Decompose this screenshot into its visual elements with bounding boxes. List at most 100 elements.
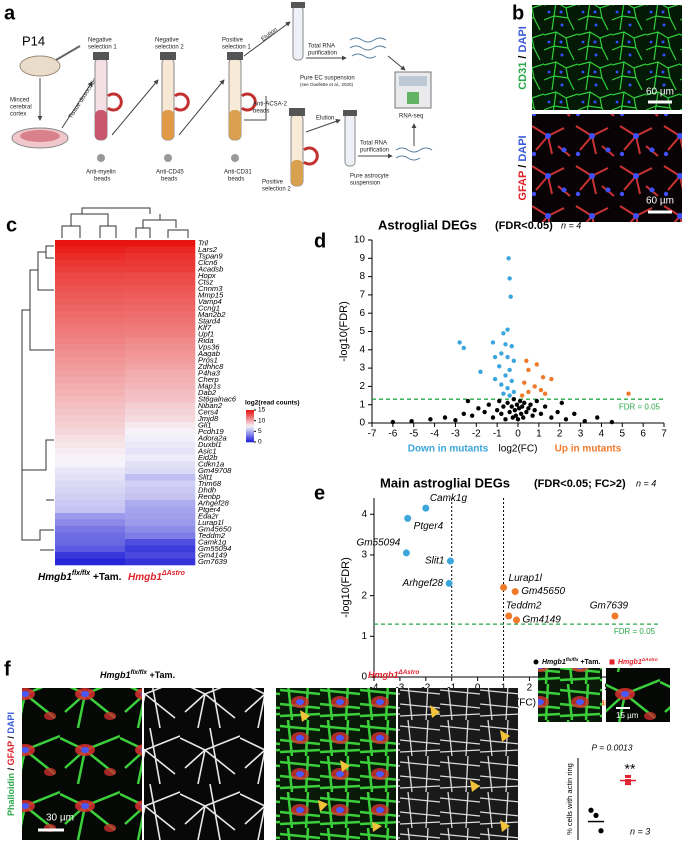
point xyxy=(522,380,527,385)
heatmap-cell xyxy=(55,539,126,546)
point xyxy=(559,400,564,406)
point xyxy=(511,588,519,596)
heatmap-cell xyxy=(55,396,126,403)
stain: DAPI xyxy=(517,26,529,52)
x-tick-label: -3 xyxy=(451,429,460,440)
sample-size: n = 3 xyxy=(630,826,650,836)
gene-label: Tspan9 xyxy=(198,251,223,260)
colorbar-step xyxy=(246,432,254,435)
heatmap-cell xyxy=(55,558,126,566)
arrowheads xyxy=(300,705,510,832)
point xyxy=(507,409,512,415)
heatmap-cell xyxy=(55,383,126,390)
heatmap-cell xyxy=(125,506,196,514)
point xyxy=(538,411,544,417)
heatmap-cell xyxy=(125,461,196,468)
point xyxy=(404,514,412,522)
heatmap-cell xyxy=(55,415,126,423)
heatmap-cell xyxy=(55,441,126,449)
heatmap-cell xyxy=(55,506,126,514)
gene-label: Camk1g xyxy=(430,493,468,504)
point xyxy=(461,345,466,351)
text: purification xyxy=(308,51,337,57)
text: (see Ouellette et al., 2020) xyxy=(300,82,354,87)
heatmap-cell xyxy=(125,272,196,280)
stain-label: CD31 / DAPI xyxy=(517,26,529,90)
y-tick-label: 3 xyxy=(361,550,367,561)
point xyxy=(522,400,527,406)
beads xyxy=(97,154,105,162)
gene-label: Ptger4 xyxy=(414,521,444,532)
heatmap-cell xyxy=(55,461,126,468)
heatmap-cell xyxy=(55,324,126,332)
gene-label: Gm49708 xyxy=(198,466,232,475)
gene-label: Gm7639 xyxy=(198,557,228,566)
point xyxy=(492,354,498,360)
gene-label: Jmjd8 xyxy=(197,414,219,423)
age-label: P14 xyxy=(22,33,45,48)
heatmap-cell xyxy=(55,344,126,351)
gene-label: Gli1 xyxy=(198,420,212,429)
colorbar-step xyxy=(246,430,254,433)
genotype-label: Hmgb1flx/flx +Tam. xyxy=(38,570,122,582)
dendrogram xyxy=(61,207,189,238)
point xyxy=(542,404,548,409)
text: purification xyxy=(360,148,389,154)
point xyxy=(518,411,524,417)
dendrogram xyxy=(21,245,54,551)
genotype: flx/flx xyxy=(566,657,579,663)
heatmap-cell xyxy=(55,240,126,247)
heatmap-cell xyxy=(55,311,126,319)
tube xyxy=(160,52,176,141)
y-tick-label: 7 xyxy=(359,290,365,301)
heatmap-cell xyxy=(55,376,126,384)
arrow xyxy=(387,55,406,71)
magnet xyxy=(303,146,319,166)
point xyxy=(540,375,546,380)
colorbar-step xyxy=(246,414,254,417)
colorbar-step xyxy=(246,420,254,423)
heatmap-cell xyxy=(125,500,196,507)
point xyxy=(517,398,523,404)
point xyxy=(511,389,517,395)
heatmap-cell xyxy=(55,370,126,377)
gene-label: Dab2 xyxy=(198,388,217,397)
point xyxy=(494,407,500,413)
chart-title: Main astroglial DEGs xyxy=(380,475,510,490)
heatmap-cell xyxy=(125,344,196,351)
colorbar-title: log2(read counts) xyxy=(245,400,300,407)
point xyxy=(563,417,569,422)
text: Anti-CD45 xyxy=(156,170,184,176)
arrow xyxy=(178,79,225,136)
x-tick-label: -2 xyxy=(472,429,481,440)
heatmap-cell xyxy=(125,402,196,410)
genotype: ΔAstro xyxy=(398,669,420,676)
stain-label: Phalloidin / GFAP / DAPI xyxy=(6,712,16,816)
y-tick-label: 2 xyxy=(361,590,367,601)
gene: Hmgb1 xyxy=(128,572,162,583)
heatmap-cell xyxy=(55,389,126,397)
panel-letter: b xyxy=(512,2,524,24)
heatmap-cell xyxy=(55,500,126,507)
micrograph xyxy=(398,688,518,840)
gene-label: Upf1 xyxy=(198,329,214,338)
text: Anti-ACSA-2 xyxy=(253,102,288,108)
point xyxy=(611,612,619,620)
point xyxy=(524,409,529,415)
panel-b: b CD31 / DAPI GFAP / DAPI 60 µm 60 µm xyxy=(512,2,682,222)
gene-label: Pcdh19 xyxy=(198,427,225,436)
point xyxy=(490,415,496,420)
point xyxy=(515,417,521,422)
text: cortex xyxy=(10,112,26,118)
colorbar-tick-label: 5 xyxy=(258,428,262,435)
point xyxy=(513,413,519,418)
point xyxy=(505,612,513,620)
gene-label: Aagab xyxy=(197,349,220,358)
point xyxy=(511,358,517,363)
genotype: ΔAstro xyxy=(161,570,186,577)
y-tick-label: 4 xyxy=(361,509,367,520)
text: selection 2 xyxy=(155,45,184,51)
gene-label: Slit1 xyxy=(425,556,444,567)
gene-label: Dhdh xyxy=(198,485,216,494)
colorbar-step xyxy=(246,416,254,419)
